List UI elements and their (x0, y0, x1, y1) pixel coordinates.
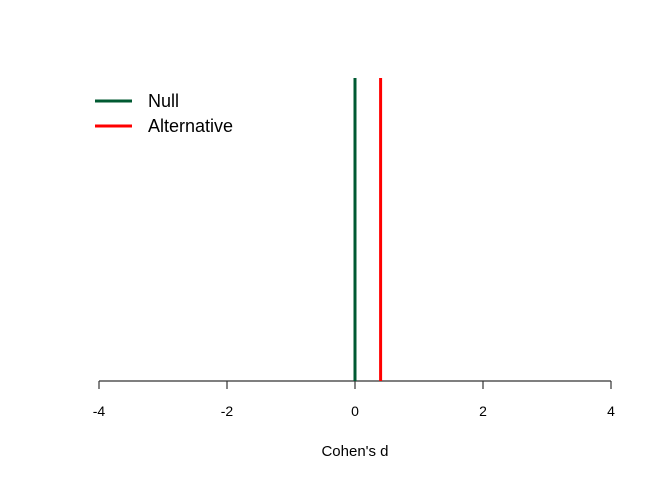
legend-label-null: Null (148, 91, 179, 111)
plot-area (353, 78, 383, 381)
x-axis: -4 -2 0 2 4 (93, 380, 615, 419)
x-tick-label: 2 (479, 403, 487, 419)
x-tick-label: 4 (607, 403, 615, 419)
x-tick-label: -2 (221, 403, 234, 419)
legend: Null Alternative (95, 91, 233, 136)
x-tick-label: -4 (93, 403, 106, 419)
x-tick-label: 0 (351, 403, 359, 419)
x-axis-title: Cohen's d (321, 443, 388, 460)
legend-label-alternative: Alternative (148, 116, 233, 136)
